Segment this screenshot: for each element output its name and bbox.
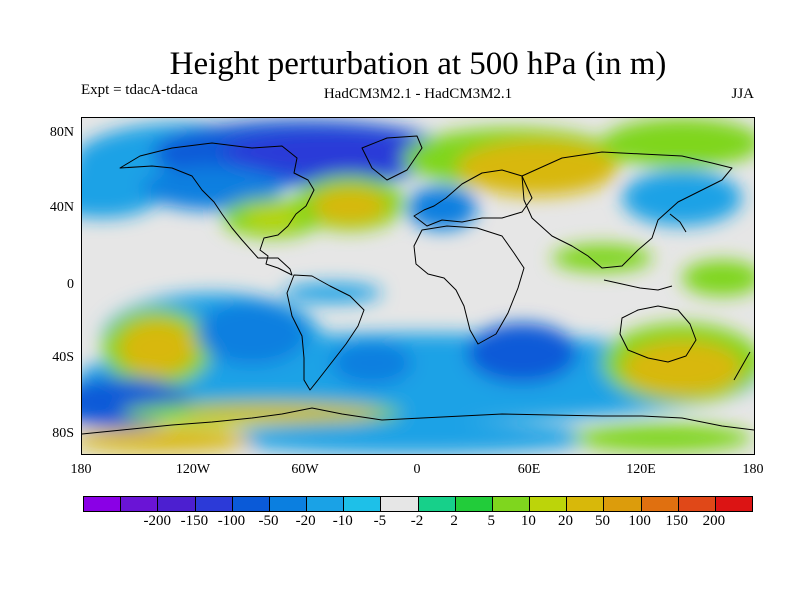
colorbar-label: 5 <box>487 513 495 529</box>
colorbar-swatch <box>567 497 605 511</box>
colorbar-swatch <box>455 497 493 511</box>
colorbar-swatch <box>530 497 568 511</box>
colorbar-label: -10 <box>332 513 353 529</box>
colorbar-label: 20 <box>557 513 573 529</box>
x-tick-label-120w: 120W <box>175 462 211 477</box>
colorbar-swatch <box>604 497 642 511</box>
x-tick-label-120e: 120E <box>626 462 656 477</box>
y-tick-label-40n: 40N <box>49 200 74 215</box>
y-tick-label-80n: 80N <box>49 125 74 140</box>
colorbar-label: 100 <box>628 513 651 529</box>
colorbar <box>83 496 753 512</box>
x-tick-label-60e: 60E <box>517 462 541 477</box>
coast-indonesia <box>603 279 673 291</box>
coast-australia <box>619 305 697 363</box>
colorbar-label: -5 <box>373 513 387 529</box>
colorbar-label: 10 <box>520 513 536 529</box>
colorbar-swatch <box>232 497 270 511</box>
colorbar-swatch <box>641 497 679 511</box>
coast-europe <box>413 169 533 227</box>
colorbar-label: 2 <box>450 513 458 529</box>
colorbar-swatch <box>195 497 233 511</box>
coast-africa <box>413 225 525 345</box>
colorbar-swatch <box>344 497 382 511</box>
x-tick-label-0: 0 <box>413 462 421 477</box>
coast-greenland <box>361 135 423 181</box>
colorbar-label: 150 <box>665 513 689 529</box>
colorbar-swatch <box>121 497 159 511</box>
colorbar-swatch <box>492 497 531 511</box>
colorbar-label: -50 <box>258 513 279 529</box>
x-tick-label-180e: 180 <box>742 462 764 477</box>
y-tick-label-0: 0 <box>67 277 74 292</box>
map-title: Height perturbation at 500 hPa (in m) <box>169 46 667 82</box>
colorbar-swatch <box>715 497 753 511</box>
colorbar-label: -100 <box>217 513 246 529</box>
coast-south-america <box>286 274 365 391</box>
colorbar-swatch <box>678 497 716 511</box>
colorbar-label: 50 <box>595 513 611 529</box>
x-tick-label-60w: 60W <box>291 462 319 477</box>
colorbar-label: -200 <box>143 513 171 529</box>
coastlines <box>82 135 754 435</box>
map-panel <box>81 117 755 455</box>
coast-north-america <box>119 142 315 276</box>
coast-antarctica <box>82 407 754 435</box>
coast-new-zealand <box>733 351 751 381</box>
season-label: JJA <box>731 86 754 102</box>
colorbar-swatch <box>418 497 456 511</box>
coast-japan <box>669 213 687 233</box>
colorbar-swatch <box>158 497 196 511</box>
colorbar-label: -2 <box>410 513 424 529</box>
model-label: HadCM3M2.1 - HadCM3M2.1 <box>323 86 513 102</box>
colorbar-swatch <box>381 497 419 511</box>
colorbar-label: -150 <box>180 513 209 529</box>
colorbar-swatch <box>269 497 308 511</box>
colorbar-label: 200 <box>702 513 726 529</box>
anomaly-field <box>82 118 754 454</box>
colorbar-label: -20 <box>295 513 316 529</box>
y-tick-label-80s: 80S <box>52 426 74 441</box>
colorbar-swatch <box>84 497 122 511</box>
experiment-label: Expt = tdacA-tdaca <box>81 82 198 98</box>
colorbar-swatch <box>307 497 345 511</box>
y-tick-label-40s: 40S <box>52 350 74 365</box>
coast-asia <box>521 151 733 269</box>
x-tick-label-180w: 180 <box>70 462 92 477</box>
contour-map <box>82 118 754 454</box>
